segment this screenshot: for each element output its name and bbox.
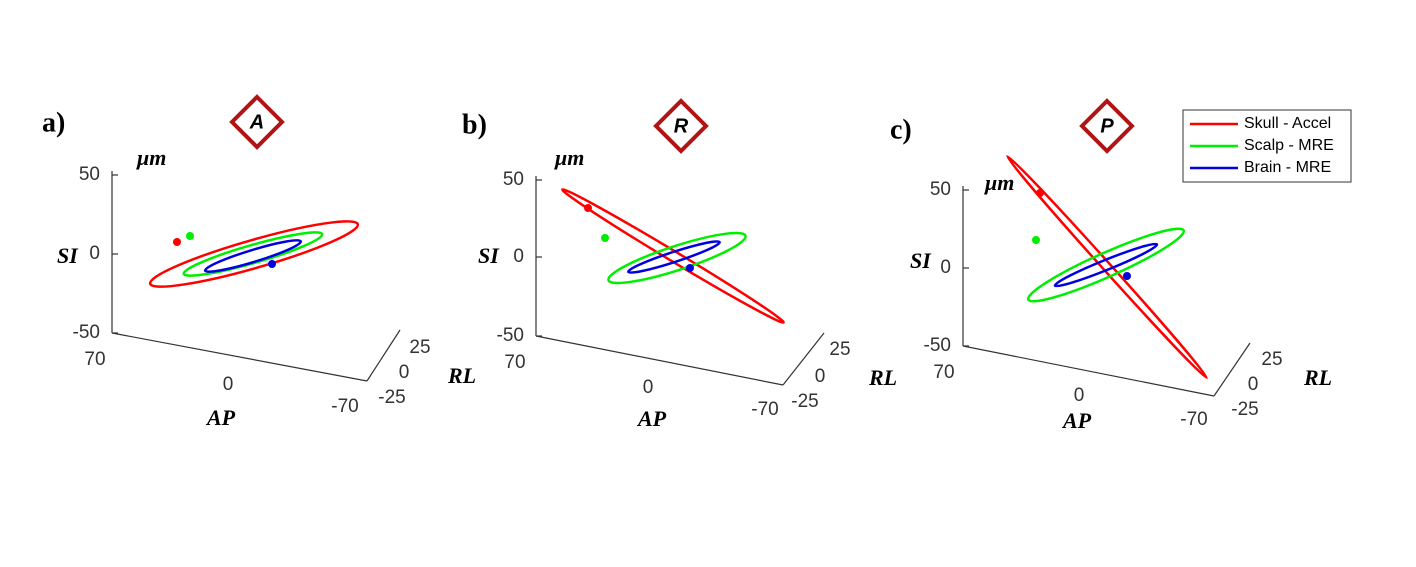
panel-label: b) bbox=[462, 109, 487, 140]
y-tick-label: 50 bbox=[79, 164, 100, 185]
x-tick-label: -70 bbox=[331, 396, 358, 417]
trajectory bbox=[627, 240, 721, 274]
start-point bbox=[186, 232, 194, 240]
y-axis-label: SI bbox=[478, 243, 500, 268]
z-tick-label: 0 bbox=[1248, 374, 1259, 395]
direction-label: A bbox=[249, 111, 264, 133]
trajectory bbox=[1026, 227, 1186, 303]
z-tick-label: -25 bbox=[791, 391, 818, 412]
start-point bbox=[268, 260, 276, 268]
direction-badge bbox=[653, 98, 709, 154]
x-axis bbox=[962, 345, 1215, 397]
x-axis-label: AP bbox=[1061, 408, 1092, 433]
x-tick-label: 70 bbox=[933, 362, 954, 383]
direction-label: R bbox=[674, 115, 689, 137]
start-point bbox=[173, 238, 181, 246]
unit-label: μm bbox=[554, 145, 584, 170]
z-tick-label: -25 bbox=[378, 387, 405, 408]
z-axis-label: RL bbox=[447, 363, 476, 388]
legend-label: Skull - Accel bbox=[1244, 115, 1331, 132]
trajectory bbox=[1006, 154, 1208, 380]
y-tick-label: 50 bbox=[503, 169, 524, 190]
start-point bbox=[1036, 189, 1044, 197]
trajectory bbox=[148, 220, 360, 288]
z-tick-label: 25 bbox=[1261, 349, 1282, 370]
x-tick-label: 0 bbox=[643, 377, 654, 398]
x-tick-label: 0 bbox=[1074, 385, 1085, 406]
x-tick-label: 70 bbox=[504, 352, 525, 373]
legend-label: Scalp - MRE bbox=[1244, 137, 1334, 154]
z-axis bbox=[782, 332, 825, 386]
y-tick-label: 0 bbox=[513, 246, 524, 267]
y-tick-label: 0 bbox=[89, 243, 100, 264]
y-tick-label: -50 bbox=[73, 322, 100, 343]
y-tick-label: 0 bbox=[940, 257, 951, 278]
unit-label: μm bbox=[984, 170, 1014, 195]
start-point bbox=[1032, 236, 1040, 244]
z-tick-label: 0 bbox=[815, 366, 826, 387]
y-tick-label: -50 bbox=[497, 325, 524, 346]
z-axis-label: RL bbox=[1303, 365, 1332, 390]
unit-label: μm bbox=[136, 145, 166, 170]
y-axis-label: SI bbox=[910, 248, 932, 273]
start-point bbox=[584, 204, 592, 212]
x-tick-label: -70 bbox=[1180, 409, 1207, 430]
x-axis bbox=[535, 335, 784, 386]
direction-label: P bbox=[1100, 115, 1114, 137]
x-axis-label: AP bbox=[636, 406, 667, 431]
direction-badge bbox=[229, 94, 285, 150]
direction-badge bbox=[1079, 98, 1135, 154]
x-axis bbox=[111, 332, 368, 382]
z-tick-label: 25 bbox=[829, 339, 850, 360]
trajectory bbox=[607, 231, 747, 285]
y-tick-label: -50 bbox=[924, 335, 951, 356]
z-axis-label: RL bbox=[868, 365, 897, 390]
z-axis bbox=[1213, 342, 1251, 397]
x-tick-label: 70 bbox=[84, 349, 105, 370]
z-axis bbox=[366, 329, 401, 382]
y-tick-label: 50 bbox=[930, 179, 951, 200]
start-point bbox=[601, 234, 609, 242]
start-point bbox=[1123, 272, 1131, 280]
x-tick-label: 0 bbox=[223, 374, 234, 395]
start-point bbox=[686, 264, 694, 272]
panel-label: a) bbox=[42, 107, 65, 138]
trajectory bbox=[203, 239, 303, 273]
z-tick-label: -25 bbox=[1231, 399, 1258, 420]
y-axis-label: SI bbox=[57, 243, 79, 268]
z-tick-label: 0 bbox=[399, 362, 410, 383]
x-tick-label: -70 bbox=[751, 399, 778, 420]
legend-label: Brain - MRE bbox=[1244, 159, 1331, 176]
z-tick-label: 25 bbox=[409, 337, 430, 358]
x-axis-label: AP bbox=[205, 405, 236, 430]
trajectory bbox=[1053, 242, 1159, 288]
trajectory bbox=[561, 188, 785, 324]
panel-label: c) bbox=[890, 114, 912, 145]
